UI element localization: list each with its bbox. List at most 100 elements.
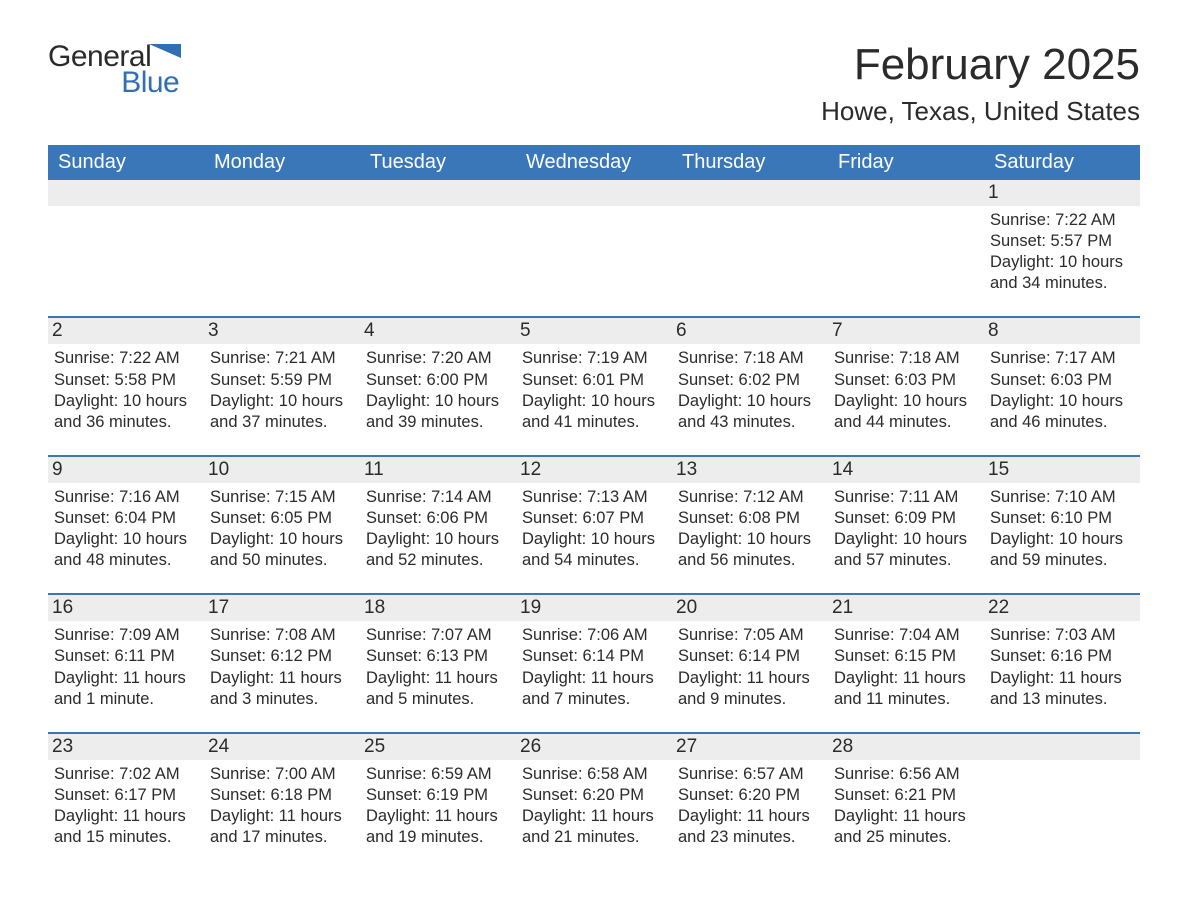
day-cell: 26Sunrise: 6:58 AMSunset: 6:20 PMDayligh…: [516, 734, 672, 852]
weekday-header: Friday: [828, 145, 984, 180]
day-number: 23: [48, 734, 204, 760]
day-number: 3: [204, 318, 360, 344]
empty-day-head: [360, 180, 516, 206]
day-number: 9: [48, 457, 204, 483]
day-number: 25: [360, 734, 516, 760]
day-number: 13: [672, 457, 828, 483]
day-cell: 22Sunrise: 7:03 AMSunset: 6:16 PMDayligh…: [984, 595, 1140, 713]
week-row: 2 Sunrise: 7:22 AMSunset: 5:58 PMDaylight…: [48, 316, 1140, 436]
day-cell: 25 Sunrise: 6:59 AMSunset: 6:19 PMDayligh…: [360, 734, 516, 852]
day-details: Sunrise: 7:21 AMSunset: 5:59 PMDaylight:…: [210, 348, 354, 432]
day-number: 7: [828, 318, 984, 344]
day-cell: 7 Sunrise: 7:18 AMSunset: 6:03 PMDaylight…: [828, 318, 984, 436]
day-details: Sunrise: 6:56 AMSunset: 6:21 PMDaylight:…: [834, 764, 978, 848]
day-number: 8: [984, 318, 1140, 344]
day-details: Sunrise: 7:07 AMSunset: 6:13 PMDaylight:…: [366, 625, 510, 709]
day-cell: 24 Sunrise: 7:00 AMSunset: 6:18 PMDayligh…: [204, 734, 360, 852]
day-details: Sunrise: 7:02 AMSunset: 6:17 PMDaylight:…: [54, 764, 198, 848]
day-cell: 10 Sunrise: 7:15 AMSunset: 6:05 PMDayligh…: [204, 457, 360, 575]
day-details: Sunrise: 7:09 AMSunset: 6:11 PMDaylight:…: [54, 625, 198, 709]
day-cell: 1 Sunrise: 7:22 AMSunset: 5:57 PMDaylight…: [984, 180, 1140, 298]
empty-day-head: [48, 180, 204, 206]
day-details: Sunrise: 7:18 AMSunset: 6:02 PMDaylight:…: [678, 348, 822, 432]
day-details: Sunrise: 7:17 AMSunset: 6:03 PMDaylight:…: [990, 348, 1134, 432]
day-details: Sunrise: 7:06 AMSunset: 6:14 PMDaylight:…: [522, 625, 666, 709]
day-details: Sunrise: 7:15 AMSunset: 6:05 PMDaylight:…: [210, 487, 354, 571]
empty-day-head: [516, 180, 672, 206]
day-number: 15: [984, 457, 1140, 483]
day-details: Sunrise: 6:57 AMSunset: 6:20 PMDaylight:…: [678, 764, 822, 848]
day-number: 20: [672, 595, 828, 621]
day-details: Sunrise: 7:18 AMSunset: 6:03 PMDaylight:…: [834, 348, 978, 432]
weekday-header: Monday: [204, 145, 360, 180]
day-number: 24: [204, 734, 360, 760]
day-cell: 27 Sunrise: 6:57 AMSunset: 6:20 PMDayligh…: [672, 734, 828, 852]
day-cell: 14 Sunrise: 7:11 AMSunset: 6:09 PMDayligh…: [828, 457, 984, 575]
day-cell: 18 Sunrise: 7:07 AMSunset: 6:13 PMDayligh…: [360, 595, 516, 713]
day-cell: 3 Sunrise: 7:21 AMSunset: 5:59 PMDaylight…: [204, 318, 360, 436]
day-number: 19: [516, 595, 672, 621]
day-details: Sunrise: 7:22 AMSunset: 5:57 PMDaylight:…: [990, 210, 1134, 294]
month-title: February 2025: [821, 40, 1140, 90]
day-cell: 6 Sunrise: 7:18 AMSunset: 6:02 PMDaylight…: [672, 318, 828, 436]
day-number: 5: [516, 318, 672, 344]
day-details: Sunrise: 7:05 AMSunset: 6:14 PMDaylight:…: [678, 625, 822, 709]
day-number: 12: [516, 457, 672, 483]
day-cell: 12 Sunrise: 7:13 AMSunset: 6:07 PMDayligh…: [516, 457, 672, 575]
weekday-header: Wednesday: [516, 145, 672, 180]
day-number: 14: [828, 457, 984, 483]
empty-day-head: [828, 180, 984, 206]
day-cell: 17 Sunrise: 7:08 AMSunset: 6:12 PMDayligh…: [204, 595, 360, 713]
day-details: Sunrise: 6:59 AMSunset: 6:19 PMDaylight:…: [366, 764, 510, 848]
weekday-header: Saturday: [984, 145, 1140, 180]
day-number: 18: [360, 595, 516, 621]
day-number: 27: [672, 734, 828, 760]
day-number: 21: [828, 595, 984, 621]
day-details: Sunrise: 7:11 AMSunset: 6:09 PMDaylight:…: [834, 487, 978, 571]
day-number: 1: [984, 180, 1140, 206]
day-cell: 20 Sunrise: 7:05 AMSunset: 6:14 PMDayligh…: [672, 595, 828, 713]
day-details: Sunrise: 7:10 AMSunset: 6:10 PMDaylight:…: [990, 487, 1134, 571]
day-cell: [204, 180, 360, 298]
day-cell: 16 Sunrise: 7:09 AMSunset: 6:11 PMDayligh…: [48, 595, 204, 713]
day-details: Sunrise: 7:08 AMSunset: 6:12 PMDaylight:…: [210, 625, 354, 709]
day-number: 16: [48, 595, 204, 621]
day-details: Sunrise: 7:00 AMSunset: 6:18 PMDaylight:…: [210, 764, 354, 848]
weekday-header: Sunday: [48, 145, 204, 180]
day-details: Sunrise: 7:04 AMSunset: 6:15 PMDaylight:…: [834, 625, 978, 709]
day-cell: 28 Sunrise: 6:56 AMSunset: 6:21 PMDayligh…: [828, 734, 984, 852]
day-number: 4: [360, 318, 516, 344]
day-details: Sunrise: 6:58 AMSunset: 6:20 PMDaylight:…: [522, 764, 666, 848]
day-details: Sunrise: 7:22 AMSunset: 5:58 PMDaylight:…: [54, 348, 198, 432]
day-cell: [516, 180, 672, 298]
day-cell: 8 Sunrise: 7:17 AMSunset: 6:03 PMDaylight…: [984, 318, 1140, 436]
day-cell: 9Sunrise: 7:16 AMSunset: 6:04 PMDaylight…: [48, 457, 204, 575]
day-cell: 4 Sunrise: 7:20 AMSunset: 6:00 PMDaylight…: [360, 318, 516, 436]
day-cell: [48, 180, 204, 298]
day-details: Sunrise: 7:19 AMSunset: 6:01 PMDaylight:…: [522, 348, 666, 432]
day-number: 2: [48, 318, 204, 344]
day-details: Sunrise: 7:13 AMSunset: 6:07 PMDaylight:…: [522, 487, 666, 571]
empty-day-head: [204, 180, 360, 206]
day-number: 17: [204, 595, 360, 621]
week-row: 1 Sunrise: 7:22 AMSunset: 5:57 PMDaylight…: [48, 180, 1140, 298]
day-number: 6: [672, 318, 828, 344]
day-details: Sunrise: 7:20 AMSunset: 6:00 PMDaylight:…: [366, 348, 510, 432]
empty-day-head: [984, 734, 1140, 760]
location-subtitle: Howe, Texas, United States: [821, 96, 1140, 127]
empty-day-head: [672, 180, 828, 206]
day-number: 28: [828, 734, 984, 760]
week-row: 16 Sunrise: 7:09 AMSunset: 6:11 PMDayligh…: [48, 593, 1140, 713]
day-details: Sunrise: 7:14 AMSunset: 6:06 PMDaylight:…: [366, 487, 510, 571]
logo-text-blue: Blue: [121, 66, 179, 99]
week-row: 9Sunrise: 7:16 AMSunset: 6:04 PMDaylight…: [48, 455, 1140, 575]
day-cell: 23 Sunrise: 7:02 AMSunset: 6:17 PMDayligh…: [48, 734, 204, 852]
day-number: 10: [204, 457, 360, 483]
logo: General Blue: [48, 40, 181, 100]
day-cell: 2 Sunrise: 7:22 AMSunset: 5:58 PMDaylight…: [48, 318, 204, 436]
day-number: 11: [360, 457, 516, 483]
week-row: 23 Sunrise: 7:02 AMSunset: 6:17 PMDayligh…: [48, 732, 1140, 852]
weekday-header: Tuesday: [360, 145, 516, 180]
day-details: Sunrise: 7:12 AMSunset: 6:08 PMDaylight:…: [678, 487, 822, 571]
day-cell: [672, 180, 828, 298]
